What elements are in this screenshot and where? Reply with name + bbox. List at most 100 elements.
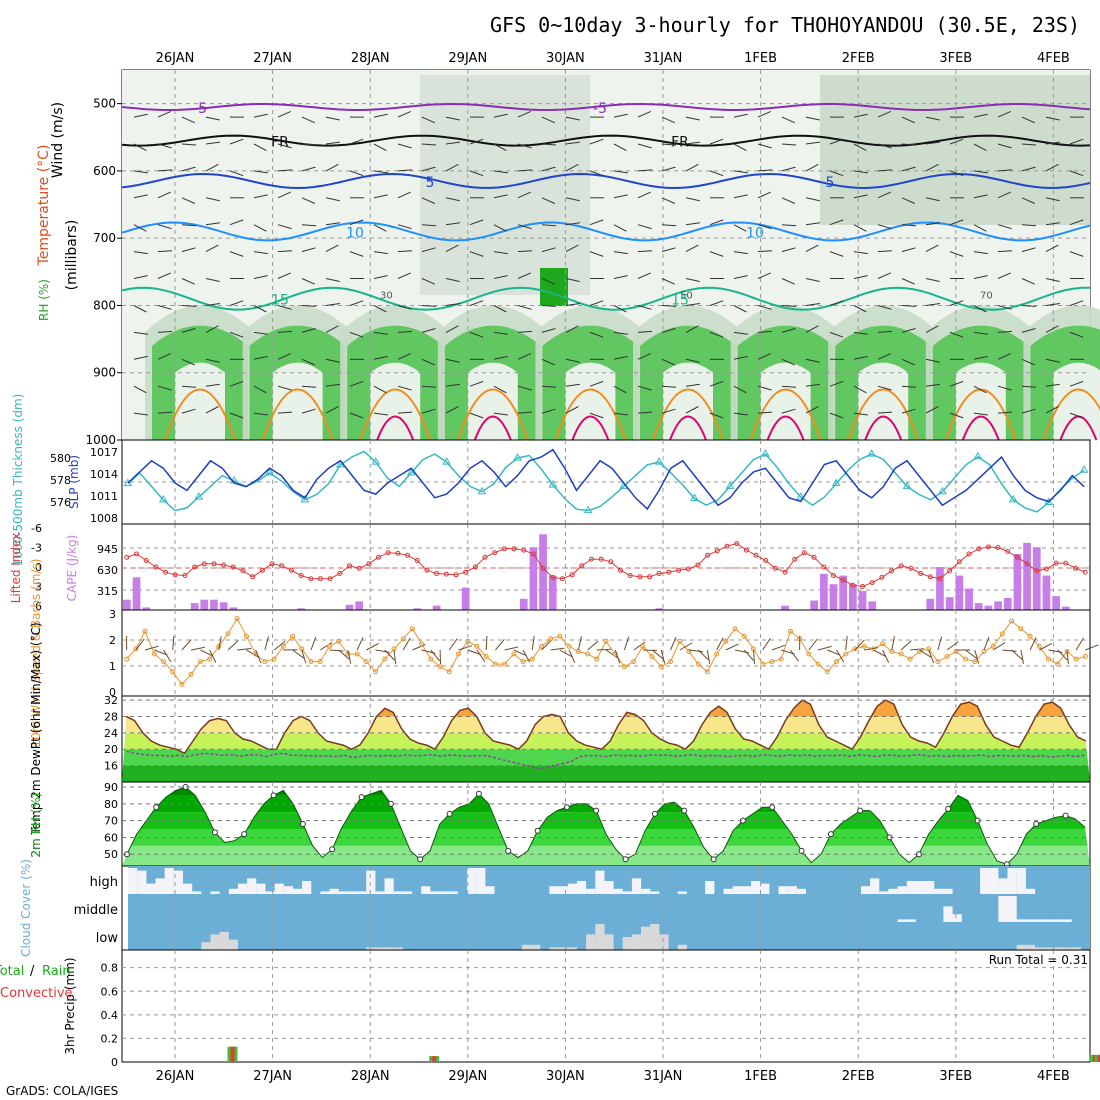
wind-barb — [925, 222, 940, 226]
cloud-cover-bar — [1007, 868, 1017, 894]
wind-barb — [493, 251, 508, 255]
temperature-tick-label: 16 — [104, 760, 118, 773]
thickness-ylabel: 1000-500mb Thickness (dm) — [11, 394, 25, 567]
wind10m-barb — [181, 639, 192, 651]
li-marker — [463, 569, 469, 575]
wind-barb — [925, 303, 940, 306]
date-label-bottom: 31JAN — [644, 1069, 683, 1084]
wind-barb — [301, 116, 316, 124]
cloud-cover-bar — [604, 934, 614, 950]
wind10m-barb — [873, 649, 887, 657]
cloud-cover-bar — [320, 891, 330, 894]
li-tick-label: 0 — [35, 561, 42, 574]
wind10m-barb — [1057, 649, 1068, 661]
wind-barb — [493, 143, 507, 152]
rh-tick-label: 60 — [104, 831, 118, 844]
wind-barb — [685, 406, 699, 414]
wind-barb — [1021, 224, 1037, 227]
wind-barb — [829, 219, 844, 226]
wind-barb — [397, 110, 412, 118]
wind10m-barb — [191, 646, 205, 651]
wind-barb — [709, 331, 724, 338]
wind-barb — [925, 325, 939, 333]
wind-barb — [1069, 380, 1084, 387]
cloud-cover-bar — [925, 881, 935, 894]
wind-barb — [973, 331, 988, 335]
wind10m-marker — [963, 656, 968, 662]
wind10m-marker — [317, 659, 323, 665]
wind-barb — [301, 278, 316, 285]
wind10m-barb — [485, 635, 488, 651]
li-tick-label: -6 — [31, 522, 42, 535]
wind-barb — [205, 222, 220, 226]
wind10m-barb — [623, 636, 630, 651]
wind-barb — [925, 163, 939, 172]
wind10m-barb — [808, 638, 818, 651]
isotherm-warm — [749, 388, 822, 441]
li-marker — [395, 550, 401, 556]
li-marker — [250, 574, 256, 580]
wind-barb — [181, 197, 196, 204]
wind10m-marker — [124, 656, 130, 662]
wind-barb — [685, 222, 700, 226]
cape-bar — [210, 599, 218, 610]
wind-barb — [373, 412, 388, 416]
cloud-cover-bar — [567, 947, 577, 950]
wind-barb — [997, 305, 1012, 310]
wind10m-marker — [446, 669, 452, 675]
wind-barb — [277, 191, 292, 199]
wind10m-marker — [373, 669, 378, 675]
wind-barb — [901, 278, 916, 285]
wind10m-marker — [188, 671, 194, 677]
rh-dry-column — [858, 362, 909, 440]
wind-barb — [1069, 170, 1084, 177]
wind-barb — [613, 224, 627, 232]
wind10m-marker — [529, 656, 535, 662]
pressure-tick-label: 800 — [93, 298, 116, 312]
li-marker — [792, 556, 798, 562]
wind-barb — [637, 250, 653, 253]
wind10m-barb — [633, 641, 646, 651]
rh-dry-column — [663, 362, 713, 440]
date-label-bottom: 26JAN — [156, 1069, 195, 1084]
wind-barb — [589, 412, 604, 419]
cloud-cover-bar — [173, 870, 183, 894]
cloud-cover-bar — [897, 919, 907, 922]
wind10m-barb — [209, 649, 217, 663]
wind10m-barb — [919, 649, 932, 658]
cape-bar — [655, 608, 664, 610]
wind10m-marker — [990, 643, 996, 649]
cloud-cover-bar — [641, 926, 651, 950]
isotherm-line — [121, 221, 1091, 242]
wind-barb — [181, 305, 197, 307]
wind-barb — [181, 358, 196, 366]
wind10m-barb — [154, 649, 168, 656]
cloud-cover-bar — [796, 888, 806, 894]
wind10m-barb — [670, 636, 677, 651]
wind-barb — [493, 194, 508, 199]
rh-marker — [681, 807, 688, 814]
wind-barb — [157, 385, 172, 391]
wind-barb — [781, 197, 796, 204]
cloud-cover-bar — [861, 886, 871, 894]
rh-marker — [857, 807, 864, 814]
rh-marker — [593, 807, 600, 814]
wind10m-marker — [308, 659, 314, 665]
wind-barb — [613, 305, 627, 313]
wind-barb — [349, 412, 364, 419]
run-total-label: Run Total = 0.31 — [989, 953, 1088, 967]
upper-air-axis-labels: Wind (m/s)Temperature (°C) RH (%) (milliba… — [36, 102, 80, 321]
cloud-cover-bar — [274, 883, 284, 894]
wind-barb — [301, 408, 316, 414]
li-marker — [724, 543, 730, 549]
thickness-marker — [973, 451, 983, 460]
upper-air-ylabel-temp: Temperature (°C) — [36, 145, 52, 267]
cloud-cover-bar — [595, 870, 605, 894]
isotherm-label: 10 — [746, 225, 764, 241]
wind-barb — [397, 250, 413, 253]
wind-barb — [277, 330, 293, 333]
cloud-cover-bar — [613, 888, 623, 894]
wind10m-barb — [891, 636, 895, 651]
wind10m-marker — [861, 643, 867, 649]
wind-barb — [253, 113, 268, 118]
